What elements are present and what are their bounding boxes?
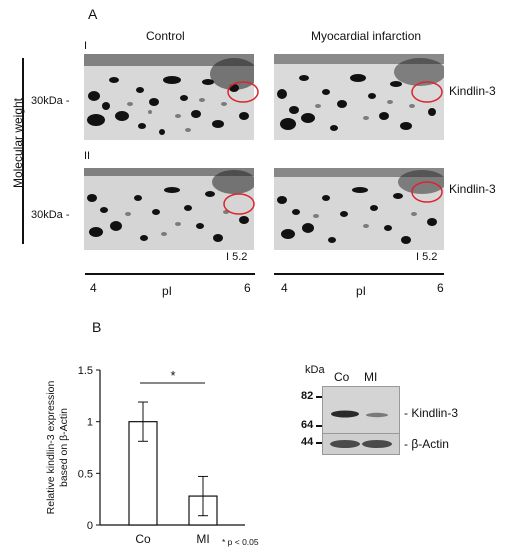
- mw-30kda-row1: 30kDa -: [31, 95, 70, 107]
- blot-lane-mi: MI: [364, 370, 378, 384]
- blot-actin-membrane: [322, 433, 400, 455]
- blot-kindlin3-membrane: [322, 386, 400, 434]
- actin-band-mi: [362, 440, 392, 448]
- blot-kindlin3-label: - Kindlin-3: [404, 406, 459, 420]
- pi-axis-min-control: 4: [90, 281, 97, 295]
- panel-a-letter: A: [88, 6, 98, 22]
- kindlin3-highlight-mi-row2: [411, 181, 443, 203]
- kindlin3-label-row1: Kindlin-3: [449, 84, 496, 98]
- blot-marker-82-tick: [316, 396, 326, 398]
- molecular-weight-bar: [22, 58, 24, 244]
- pi-axis-line-control: [85, 273, 255, 275]
- pi-axis-min-mi: 4: [281, 281, 288, 295]
- significance-star: *: [170, 368, 175, 383]
- kindlin3-band-co: [331, 410, 359, 418]
- mi-column-title: Myocardial infarction: [311, 29, 422, 43]
- kindlin3-highlight-mi-row1: [411, 81, 443, 103]
- blot-lane-co: Co: [334, 370, 350, 384]
- kindlin3-highlight-control-row2: [223, 193, 255, 215]
- blot-kda-label: kDa: [305, 364, 325, 376]
- panel-b-letter: B: [92, 319, 102, 335]
- pi-marker-control: I 5.2: [226, 251, 248, 263]
- y-tick-label: 1: [87, 417, 93, 429]
- row-label-i: I: [84, 40, 88, 52]
- blot-marker-44: 44: [301, 436, 314, 448]
- control-column-title: Control: [146, 29, 185, 43]
- y-tick-label: 1.5: [78, 365, 93, 377]
- actin-band-co: [330, 440, 360, 448]
- pi-axis-max-mi: 6: [437, 281, 444, 295]
- y-axis-label-line2: based on β-Actin: [58, 408, 70, 487]
- blot-actin-label: - β-Actin: [404, 437, 449, 451]
- x-category-label: Co: [135, 532, 151, 546]
- y-tick-label: 0.5: [78, 468, 93, 480]
- pi-axis-label-control: pI: [162, 284, 173, 298]
- kindlin3-highlight-control-row1: [227, 81, 259, 103]
- gel-control-row1: [84, 54, 254, 140]
- kindlin3-label-row2: Kindlin-3: [449, 182, 496, 196]
- mw-30kda-row2: 30kDa -: [31, 209, 70, 221]
- pi-axis-max-control: 6: [244, 281, 251, 295]
- gel-mi-row2: [274, 168, 444, 250]
- pi-axis-label-mi: pI: [356, 284, 367, 298]
- kindlin3-bar-chart: 0 0.5 1 1.5 Relative kindlin-3 expression bas…: [45, 365, 259, 547]
- p-value-footnote: * p < 0.05: [222, 537, 259, 547]
- pi-marker-mi: I 5.2: [416, 251, 438, 263]
- blot-marker-82: 82: [301, 390, 314, 402]
- blot-marker-44-tick: [316, 442, 326, 444]
- blot-marker-64-tick: [316, 425, 326, 427]
- x-category-label: MI: [196, 532, 209, 546]
- pi-axis-line-mi: [274, 273, 444, 275]
- y-axis-label-line1: Relative kindlin-3 expression: [45, 381, 57, 515]
- gel-mi-row1: [274, 54, 444, 140]
- kindlin3-band-mi: [366, 412, 388, 418]
- blot-marker-64: 64: [301, 419, 314, 431]
- row-label-ii: II: [84, 150, 91, 162]
- y-tick-label: 0: [87, 520, 93, 532]
